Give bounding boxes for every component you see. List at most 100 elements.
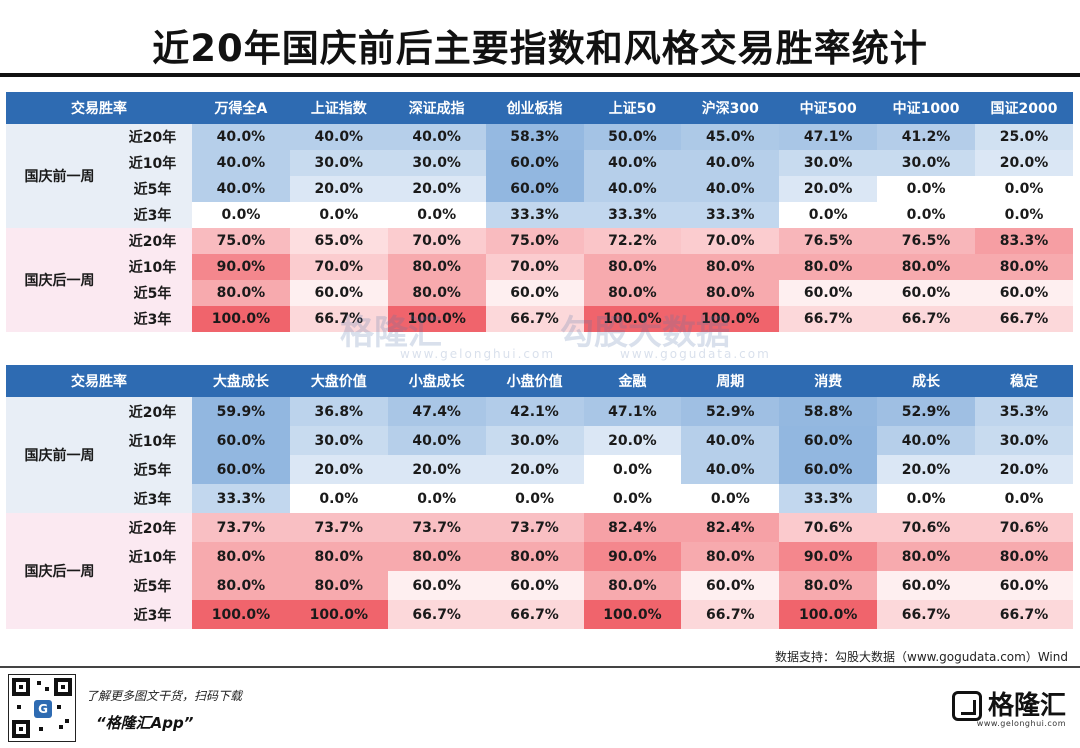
win-rate-cell: 60.0% [779,426,878,455]
win-rate-cell: 80.0% [877,542,975,571]
title-underline [0,73,1080,77]
win-rate-cell: 100.0% [192,600,290,629]
win-rate-cell: 60.0% [192,426,290,455]
win-rate-cell: 100.0% [583,600,682,629]
win-rate-cell: 73.7% [485,513,584,542]
win-rate-cell: 0.0% [877,484,975,513]
win-rate-cell: 80.0% [289,571,388,600]
win-rate-cell: 33.3% [192,484,290,513]
win-rate-cell: 90.0% [583,542,682,571]
win-rate-cell: 0.0% [583,455,682,484]
watermark-left-url: www.gelonghui.com [400,347,556,361]
win-rate-cell: 65.0% [289,228,388,254]
win-rate-cell: 0.0% [387,202,486,228]
win-rate-cell: 20.0% [387,455,486,484]
win-rate-cell: 82.4% [583,513,682,542]
win-rate-cell: 66.7% [485,306,584,332]
win-rate-cell: 80.0% [192,571,290,600]
qr-finder-bottom-left [12,720,30,738]
win-rate-cell: 80.0% [387,542,486,571]
qr-finder-top-right [54,678,72,696]
win-rate-cell: 70.6% [975,513,1073,542]
column-header: 上证指数 [289,92,388,124]
period-label: 近3年 [113,202,192,228]
win-rate-cell: 80.0% [289,542,388,571]
watermark-right-url: www.gogudata.com [620,347,771,361]
win-rate-cell: 20.0% [289,176,388,202]
win-rate-cell: 60.0% [485,571,584,600]
index-win-rate-table: 交易胜率 万得全A 上证指数 深证成指 创业板指 上证50 沪深300 中证500 中证1000… [6,92,1073,332]
win-rate-cell: 80.0% [779,254,878,280]
win-rate-cell: 33.3% [779,484,878,513]
table-row: 近5年 80.0% 60.0% 80.0% 60.0% 80.0% 80.0% 60.0% 60… [6,280,1073,306]
win-rate-cell: 33.3% [681,202,780,228]
period-label: 近20年 [113,124,192,150]
win-rate-cell: 40.0% [681,176,780,202]
win-rate-cell: 66.7% [387,600,486,629]
column-header: 消费 [779,365,878,397]
win-rate-cell: 40.0% [387,426,486,455]
win-rate-cell: 60.0% [779,455,878,484]
win-rate-cell: 30.0% [289,150,388,176]
win-rate-cell: 0.0% [877,176,975,202]
win-rate-cell: 58.3% [485,124,584,150]
period-label: 近5年 [113,176,192,202]
win-rate-cell: 60.0% [485,150,584,176]
win-rate-cell: 30.0% [485,426,584,455]
column-header: 大盘成长 [192,365,290,397]
win-rate-cell: 30.0% [289,426,388,455]
win-rate-cell: 20.0% [877,455,975,484]
win-rate-cell: 80.0% [681,280,780,306]
column-header: 大盘价值 [289,365,388,397]
win-rate-cell: 41.2% [877,124,975,150]
table-row: 近3年 0.0% 0.0% 0.0% 33.3% 33.3% 33.3% 0.0% 0.0% 0.… [6,202,1073,228]
qr-dot [57,705,61,709]
corner-label: 交易胜率 [6,92,192,124]
win-rate-cell: 40.0% [877,426,975,455]
win-rate-cell: 100.0% [192,306,290,332]
win-rate-cell: 0.0% [192,202,290,228]
corner-label: 交易胜率 [6,365,192,397]
qr-code-icon[interactable]: G [8,674,76,742]
brand-logo-icon [951,691,982,721]
win-rate-cell: 47.1% [779,124,878,150]
win-rate-cell: 40.0% [192,124,290,150]
table-row: 近10年 80.0% 80.0% 80.0% 80.0% 90.0% 80.0% 90.0% 8… [6,542,1073,571]
column-header: 周期 [681,365,780,397]
win-rate-cell: 70.0% [485,254,584,280]
data-source-note: 数据支持：勾股大数据（www.gogudata.com）Wind [775,650,1068,664]
style-win-rate-table: 交易胜率 大盘成长 大盘价值 小盘成长 小盘价值 金融 周期 消费 成长 稳定 国庆前一周 近20年 5… [6,365,1073,629]
win-rate-cell: 40.0% [289,124,388,150]
win-rate-cell: 66.7% [289,306,388,332]
win-rate-cell: 80.0% [681,254,780,280]
win-rate-cell: 80.0% [779,571,878,600]
win-rate-cell: 90.0% [779,542,878,571]
win-rate-cell: 30.0% [975,426,1073,455]
page-title: 近20年国庆前后主要指数和风格交易胜率统计 [152,27,928,70]
table-row: 近5年 60.0% 20.0% 20.0% 20.0% 0.0% 40.0% 60.0% 20.… [6,455,1073,484]
win-rate-cell: 66.7% [485,600,584,629]
win-rate-cell: 60.0% [975,280,1073,306]
win-rate-cell: 20.0% [975,150,1073,176]
period-label: 近3年 [113,306,192,332]
win-rate-cell: 20.0% [387,176,486,202]
win-rate-cell: 0.0% [681,484,780,513]
qr-dot [45,687,49,691]
win-rate-cell: 90.0% [192,254,290,280]
qr-dot [17,705,21,709]
group-label: 国庆前一周 [6,124,113,228]
column-header: 深证成指 [387,92,486,124]
win-rate-cell: 70.0% [289,254,388,280]
table-row: 近10年 60.0% 30.0% 40.0% 30.0% 20.0% 40.0% 60.0% 4… [6,426,1073,455]
win-rate-cell: 73.7% [387,513,486,542]
win-rate-cell: 75.0% [192,228,290,254]
win-rate-cell: 60.0% [289,280,388,306]
period-label: 近10年 [113,254,192,280]
footer-divider [0,666,1080,668]
brand-logo[interactable]: 格隆汇 www.gelonghui.com [951,686,1066,728]
win-rate-cell: 25.0% [975,124,1073,150]
table-row: 近5年 40.0% 20.0% 20.0% 60.0% 40.0% 40.0% 20.0% 0.… [6,176,1073,202]
column-header: 万得全A [192,92,290,124]
win-rate-cell: 60.0% [387,571,486,600]
win-rate-cell: 30.0% [877,150,975,176]
